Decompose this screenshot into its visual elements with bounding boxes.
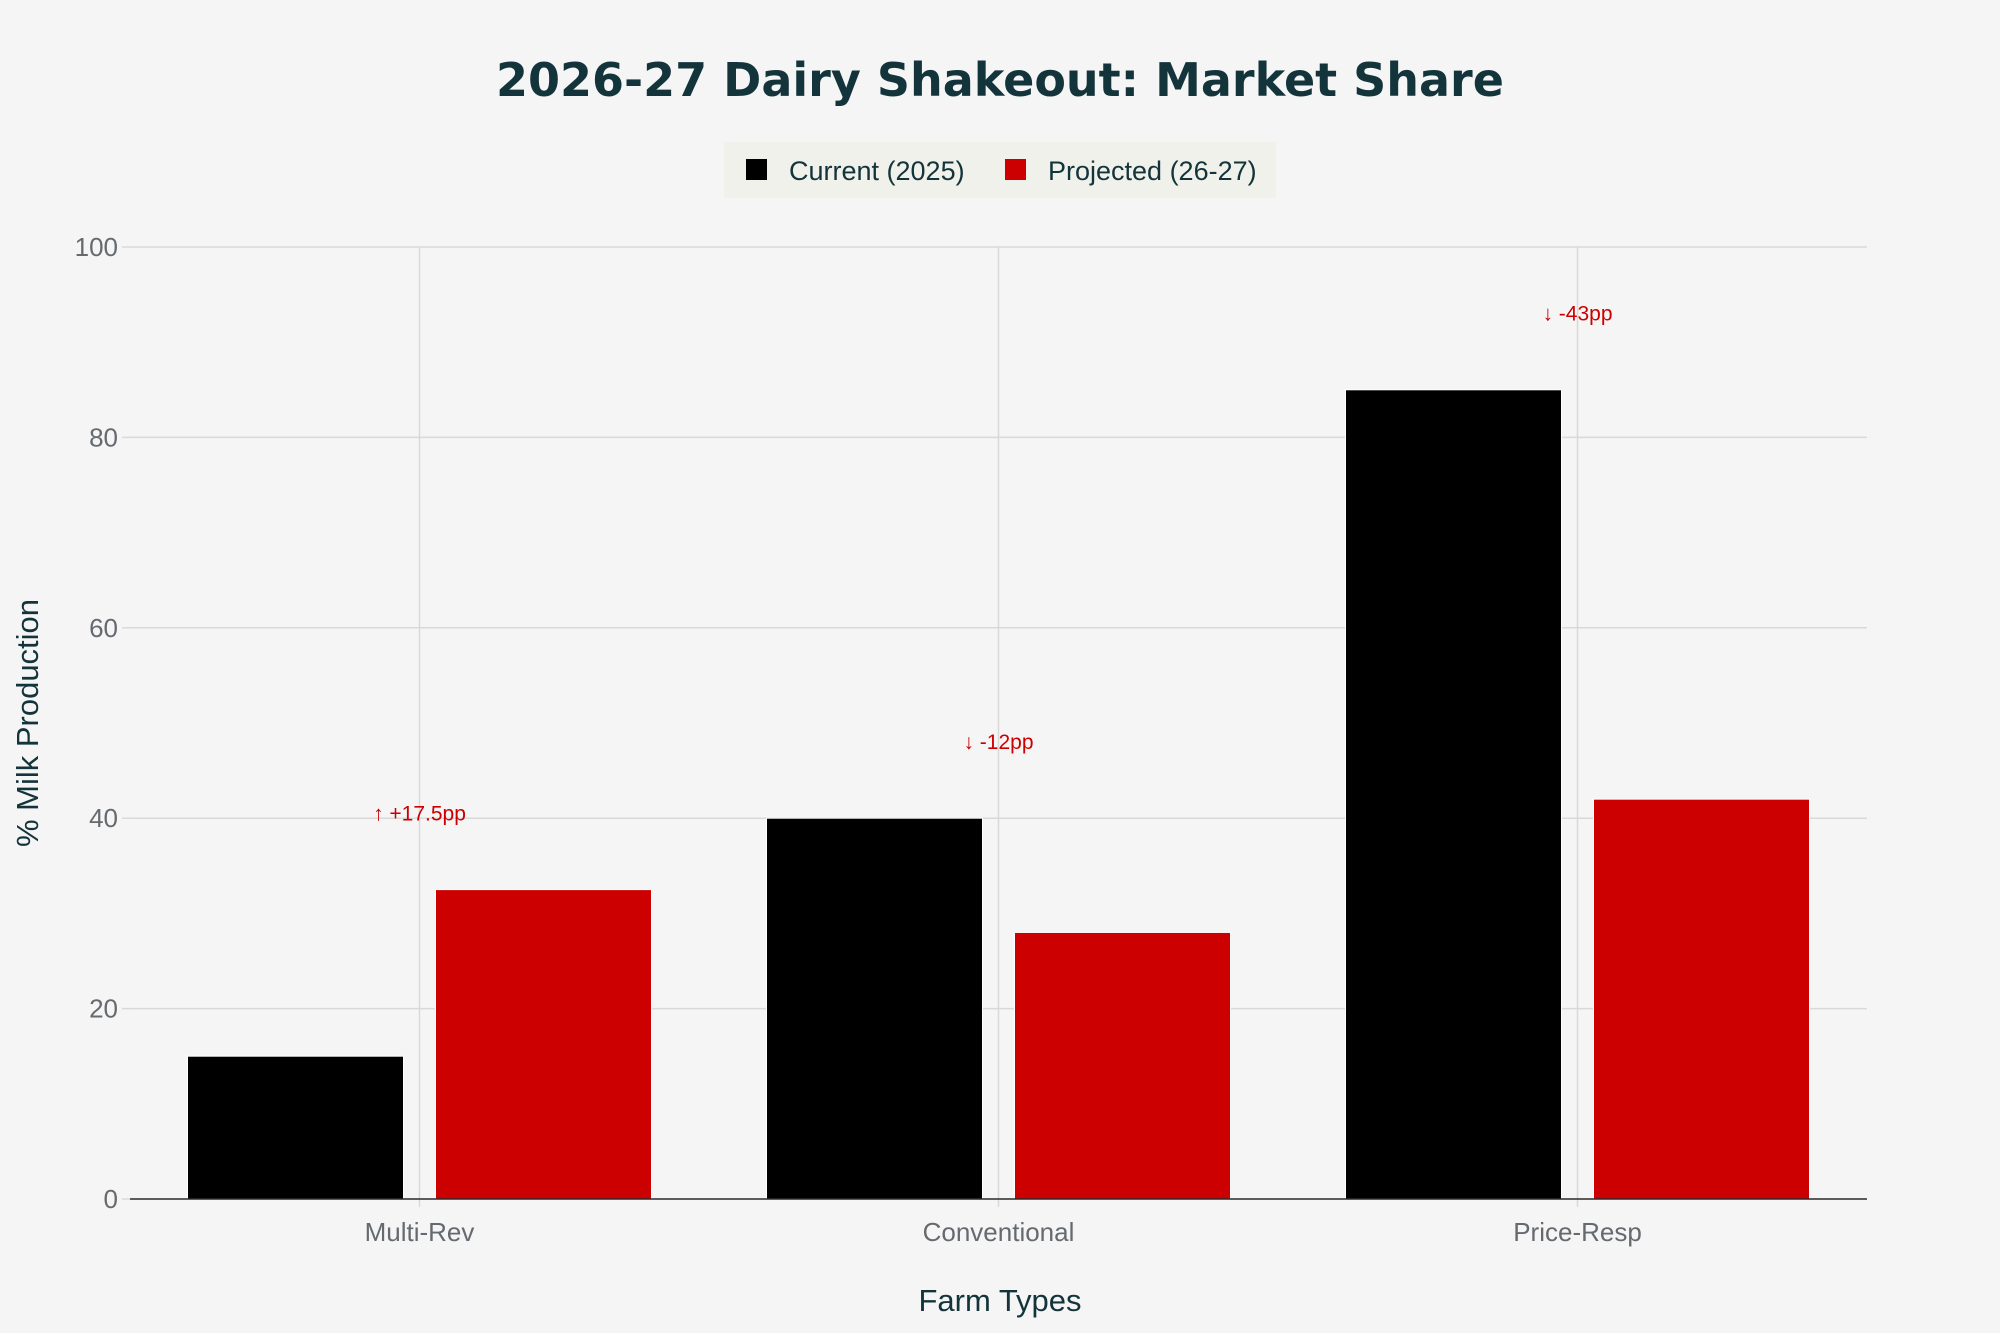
annotations: ↑ +17.5pp ↓ -12pp ↓ -43pp: [373, 303, 1612, 826]
bar-projected: [435, 889, 652, 1200]
x-tick-label: Price-Resp: [1513, 1217, 1642, 1247]
x-axis-title: Farm Types: [918, 1283, 1081, 1318]
y-tick-label: 60: [89, 613, 118, 643]
y-tick-label: 80: [89, 422, 118, 452]
legend-label-projected: Projected (26-27): [1048, 156, 1257, 186]
axes: 0 20 40 60 80 100 Multi-Rev Conventional Price-R…: [75, 232, 1867, 1247]
legend-label-current: Current (2025): [789, 156, 965, 186]
change-annotation: ↑ +17.5pp: [373, 802, 466, 825]
change-annotation: ↓ -12pp: [963, 731, 1033, 754]
y-tick-label: 100: [75, 232, 118, 262]
gridlines: [122, 246, 1867, 1207]
legend-swatch-current: [746, 159, 767, 180]
y-tick-label: 0: [104, 1184, 118, 1214]
legend-background: [724, 142, 1276, 198]
y-tick-label: 20: [89, 994, 118, 1024]
bar-projected: [1593, 798, 1810, 1200]
legend-swatch-projected: [1005, 159, 1026, 180]
change-annotation: ↓ -43pp: [1542, 303, 1612, 326]
y-tick-label: 40: [89, 803, 118, 833]
x-tick-label: Conventional: [923, 1217, 1075, 1247]
bar-current: [766, 817, 983, 1200]
x-tick-label: Multi-Rev: [365, 1217, 475, 1247]
legend: Current (2025) Projected (26-27): [724, 142, 1276, 198]
y-axis-title: % Milk Production: [10, 599, 45, 847]
bar-current: [187, 1055, 404, 1200]
bar-projected: [1014, 931, 1231, 1200]
bars: [187, 389, 1810, 1200]
chart-title: 2026-27 Dairy Shakeout: Market Share: [496, 53, 1504, 107]
bar-current: [1345, 389, 1562, 1200]
